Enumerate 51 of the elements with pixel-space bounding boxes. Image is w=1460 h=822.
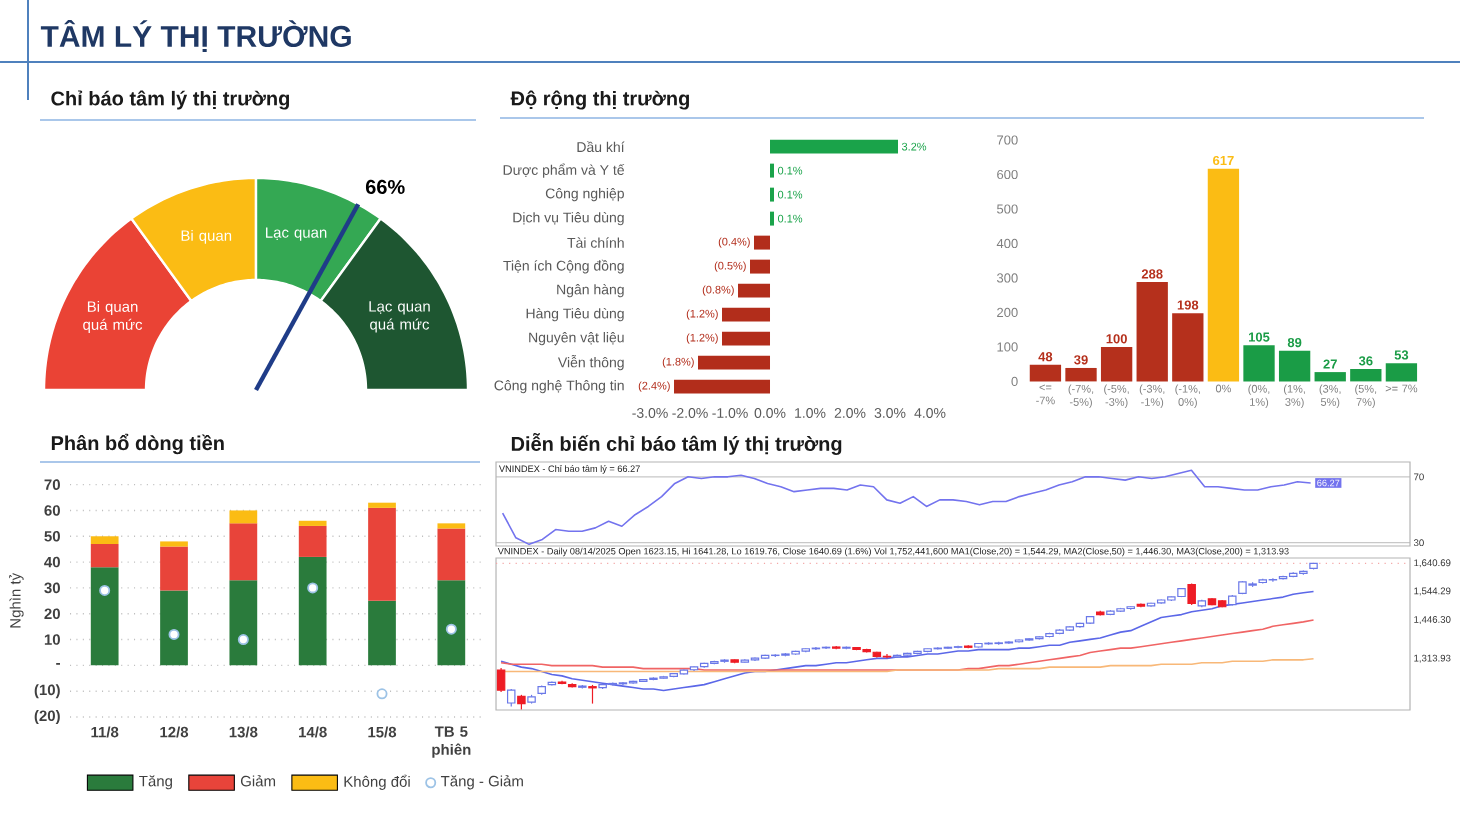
bar xyxy=(160,541,188,547)
bar xyxy=(368,502,396,508)
text: 66% xyxy=(365,179,405,195)
bar xyxy=(368,600,396,666)
candlestick xyxy=(496,667,506,693)
chart-title: Phân bổ dòng tiền xyxy=(51,433,224,455)
candlestick xyxy=(1228,595,1237,606)
chart-title: Chỉ báo tâm lý thị trường xyxy=(51,90,290,110)
bar xyxy=(90,567,119,666)
bar xyxy=(298,520,327,526)
bar xyxy=(160,546,188,591)
bar xyxy=(1350,368,1382,382)
point xyxy=(168,628,180,640)
bar xyxy=(750,259,771,274)
bar xyxy=(722,331,771,346)
bar xyxy=(229,580,258,666)
bar xyxy=(298,525,327,557)
point xyxy=(376,688,388,700)
bar xyxy=(437,528,466,581)
bar xyxy=(1243,345,1275,382)
bar xyxy=(698,355,771,370)
bar xyxy=(1065,367,1097,382)
bar xyxy=(754,235,771,250)
bar xyxy=(674,379,771,394)
bar xyxy=(1029,364,1062,382)
bar xyxy=(437,523,466,529)
bar xyxy=(437,580,466,666)
bar xyxy=(1278,350,1311,382)
bar xyxy=(229,510,258,524)
bar xyxy=(298,556,327,666)
bar xyxy=(1100,346,1133,382)
text: TÂM LÝ THỊ TRƯỜNG xyxy=(40,19,351,53)
bar xyxy=(770,139,899,154)
bar xyxy=(368,507,396,601)
bar xyxy=(1314,372,1346,382)
chart-title: Diễn biến chỉ báo tâm lý thị trường xyxy=(511,433,842,455)
bar xyxy=(738,283,771,298)
point xyxy=(307,582,319,594)
bar xyxy=(1385,363,1418,382)
bar xyxy=(1207,168,1240,382)
point xyxy=(99,584,111,596)
bar xyxy=(1136,282,1168,382)
point xyxy=(445,623,457,635)
point xyxy=(237,634,249,646)
bar xyxy=(722,307,771,322)
chart-title: Độ rộng thị trường xyxy=(510,90,689,110)
bar xyxy=(90,544,119,568)
bar xyxy=(90,536,119,544)
bar xyxy=(229,523,258,581)
bar xyxy=(1172,313,1204,382)
bar xyxy=(160,590,188,666)
